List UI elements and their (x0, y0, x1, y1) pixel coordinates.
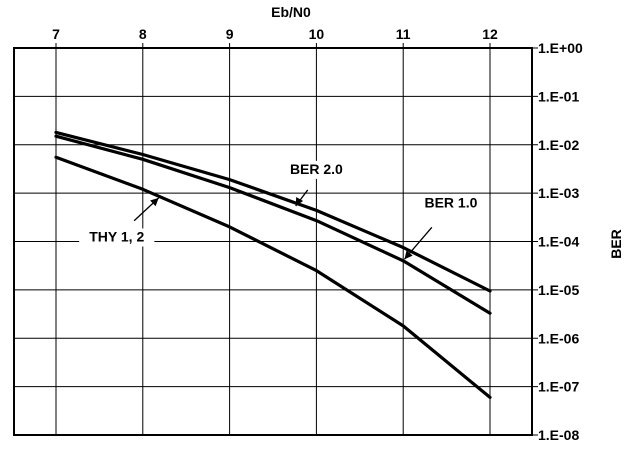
annotation-label: THY 1, 2 (89, 229, 144, 245)
y-tick-label: 1.E-06 (538, 330, 579, 346)
annotation-label-background (417, 194, 485, 213)
y-tick-label: 1.E-02 (538, 137, 579, 153)
x-tick-label: 7 (52, 26, 60, 42)
y-tick-label: 1.E-01 (538, 88, 579, 104)
x-tick-label: 12 (482, 26, 498, 42)
y-tick-label: 1.E-05 (538, 282, 579, 298)
y-tick-label: 1.E-08 (538, 427, 579, 443)
y-tick-label: 1.E-07 (538, 379, 579, 395)
x-ticks: 7 8 9 10 11 12 (52, 26, 498, 48)
annotation-label: BER 1.0 (424, 195, 477, 211)
x-tick-label: 10 (309, 26, 325, 42)
y-axis-title: BER (608, 229, 624, 259)
annotations: BER 2.0 BER 1.0 THY 1, 2 (79, 160, 485, 260)
annotation-label: BER 2.0 (290, 161, 343, 177)
series-line (54, 130, 492, 293)
annotation-label-background (283, 160, 350, 179)
x-tick-label: 8 (139, 26, 147, 42)
y-ticks: 1.E+00 1.E-01 1.E-02 1.E-03 1.E-04 1.E-05 1.E-… (532, 40, 583, 443)
annotation-arrowhead (295, 197, 304, 206)
series-line (54, 155, 492, 399)
y-tick-label: 1.E-04 (538, 234, 579, 250)
annotation-arrowhead (150, 197, 159, 207)
y-tick-label: 1.E-03 (538, 185, 579, 201)
x-tick-label: 11 (396, 26, 411, 42)
annotation-label-background (79, 228, 155, 247)
y-tick-label: 1.E+00 (538, 40, 583, 56)
x-axis-title: Eb/N0 (271, 4, 311, 20)
x-tick-label: 9 (226, 26, 234, 42)
series-lines (54, 130, 492, 399)
series-line (54, 134, 492, 315)
annotation-arrowhead (404, 250, 413, 260)
